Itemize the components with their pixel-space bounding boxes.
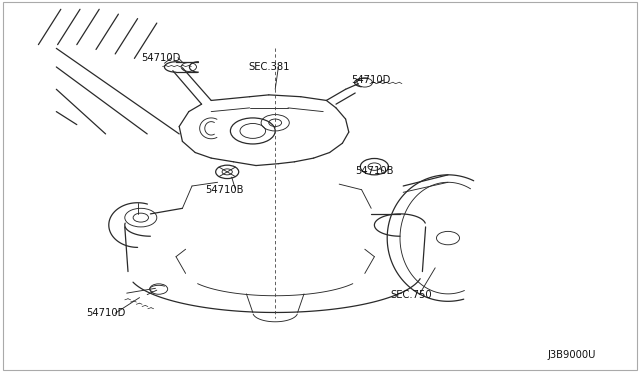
- Text: SEC.750: SEC.750: [390, 290, 432, 299]
- Text: 54710D: 54710D: [86, 308, 126, 318]
- Text: J3B9000U: J3B9000U: [547, 350, 596, 360]
- Text: 54710B: 54710B: [205, 185, 243, 195]
- Text: SEC.381: SEC.381: [248, 62, 290, 72]
- Text: 54710D: 54710D: [351, 75, 390, 85]
- Text: 54710B: 54710B: [355, 166, 394, 176]
- Text: 54710D: 54710D: [141, 53, 180, 62]
